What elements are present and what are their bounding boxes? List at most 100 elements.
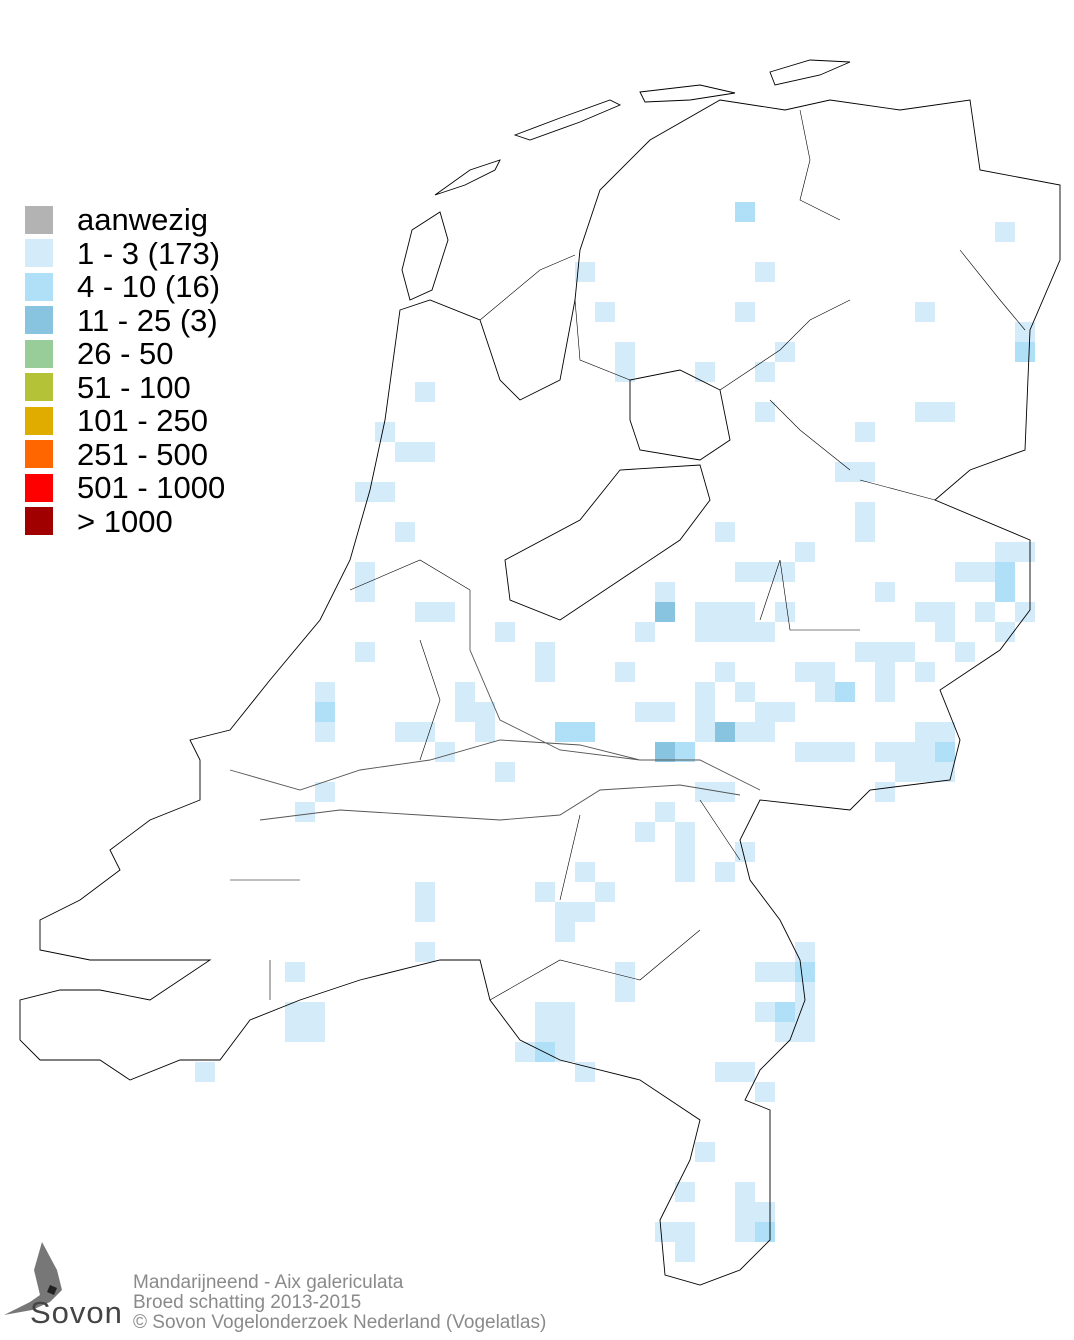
grid-cell bbox=[695, 1142, 715, 1162]
grid-cell bbox=[395, 442, 415, 462]
grid-cell bbox=[815, 682, 835, 702]
grid-cell bbox=[695, 702, 715, 722]
grid-cell bbox=[835, 682, 855, 702]
grid-cell bbox=[555, 1022, 575, 1042]
grid-cell bbox=[575, 1062, 595, 1082]
grid-cell bbox=[675, 842, 695, 862]
grid-cell bbox=[1015, 342, 1035, 362]
grid-cell bbox=[915, 722, 935, 742]
grid-cell bbox=[555, 902, 575, 922]
grid-cell bbox=[735, 842, 755, 862]
grid-cell bbox=[855, 642, 875, 662]
legend-swatch bbox=[25, 473, 53, 502]
legend-item-51-100: 51 - 100 bbox=[25, 371, 225, 405]
grid-cell bbox=[795, 942, 815, 962]
grid-cell bbox=[305, 1002, 325, 1022]
grid-cell bbox=[715, 522, 735, 542]
grid-cell bbox=[935, 402, 955, 422]
grid-cell bbox=[755, 402, 775, 422]
grid-cell bbox=[855, 502, 875, 522]
grid-cell bbox=[775, 602, 795, 622]
legend-swatch bbox=[25, 406, 53, 435]
grid-cell bbox=[735, 202, 755, 222]
grid-cell bbox=[955, 562, 975, 582]
legend-label: 11 - 25 (3) bbox=[77, 302, 218, 338]
grid-cell bbox=[375, 482, 395, 502]
grid-cell bbox=[695, 782, 715, 802]
grid-cell bbox=[575, 902, 595, 922]
grid-cell bbox=[355, 582, 375, 602]
grid-cell bbox=[735, 682, 755, 702]
grid-cell bbox=[735, 722, 755, 742]
grid-cell bbox=[655, 1222, 675, 1242]
grid-cell bbox=[755, 1202, 775, 1222]
grid-cell bbox=[415, 722, 435, 742]
legend-label: aanwezig bbox=[77, 202, 208, 238]
legend-swatch bbox=[25, 239, 53, 268]
legend-swatch bbox=[25, 507, 53, 536]
grid-cell bbox=[395, 522, 415, 542]
grid-cell bbox=[755, 702, 775, 722]
swallow-icon bbox=[4, 1242, 62, 1315]
grid-cell bbox=[415, 902, 435, 922]
legend-swatch bbox=[25, 306, 53, 335]
grid-cell bbox=[285, 1002, 305, 1022]
legend-label: 501 - 1000 bbox=[77, 470, 226, 506]
legend-item-aanwezig: aanwezig bbox=[25, 203, 225, 237]
grid-cell bbox=[895, 642, 915, 662]
grid-cell bbox=[1015, 602, 1035, 622]
grid-cell bbox=[315, 702, 335, 722]
grid-cell bbox=[915, 602, 935, 622]
grid-cell bbox=[355, 482, 375, 502]
grid-cell bbox=[415, 882, 435, 902]
grid-cell bbox=[935, 602, 955, 622]
legend-item-over-1000: > 1000 bbox=[25, 505, 225, 539]
legend-swatch bbox=[25, 205, 53, 234]
grid-cell bbox=[675, 742, 695, 762]
grid-cell bbox=[875, 682, 895, 702]
grid-cell bbox=[875, 582, 895, 602]
grid-cell bbox=[295, 802, 315, 822]
grid-cell bbox=[755, 1082, 775, 1102]
legend-swatch bbox=[25, 440, 53, 469]
grid-cell bbox=[855, 462, 875, 482]
grid-cell bbox=[795, 662, 815, 682]
grid-cell bbox=[555, 1002, 575, 1022]
grid-cell bbox=[615, 982, 635, 1002]
grid-cell bbox=[285, 1022, 305, 1042]
grid-cell bbox=[695, 682, 715, 702]
grid-cell bbox=[435, 602, 455, 622]
grid-cell bbox=[355, 562, 375, 582]
grid-cell bbox=[735, 602, 755, 622]
grid-cell bbox=[675, 822, 695, 842]
grid-cell bbox=[535, 882, 555, 902]
grid-cell bbox=[775, 342, 795, 362]
grid-cell bbox=[655, 582, 675, 602]
grid-cell bbox=[735, 1202, 755, 1222]
grid-cell bbox=[775, 1002, 795, 1022]
grid-cell bbox=[455, 702, 475, 722]
grid-cell bbox=[615, 342, 635, 362]
grid-cell bbox=[735, 1182, 755, 1202]
texel-island bbox=[401, 211, 449, 301]
grid-cell bbox=[875, 742, 895, 762]
grid-cell bbox=[695, 722, 715, 742]
grid-cell bbox=[395, 722, 415, 742]
grid-cell bbox=[655, 702, 675, 722]
grid-cell bbox=[975, 602, 995, 622]
grid-cell bbox=[615, 662, 635, 682]
legend-swatch bbox=[25, 272, 53, 301]
grid-cell bbox=[575, 722, 595, 742]
grid-cell bbox=[795, 982, 815, 1002]
legend-item-11-25: 11 - 25 (3) bbox=[25, 304, 225, 338]
grid-cell bbox=[875, 662, 895, 682]
grid-cell bbox=[995, 562, 1015, 582]
ameland-island bbox=[639, 84, 736, 103]
grid-cell bbox=[795, 542, 815, 562]
grid-cell bbox=[655, 742, 675, 762]
legend-label: 1 - 3 (173) bbox=[77, 235, 221, 271]
netherlands-outline bbox=[19, 99, 1061, 1286]
legend-item-101-250: 101 - 250 bbox=[25, 404, 225, 438]
grid-cell bbox=[755, 962, 775, 982]
grid-cell bbox=[915, 762, 935, 782]
